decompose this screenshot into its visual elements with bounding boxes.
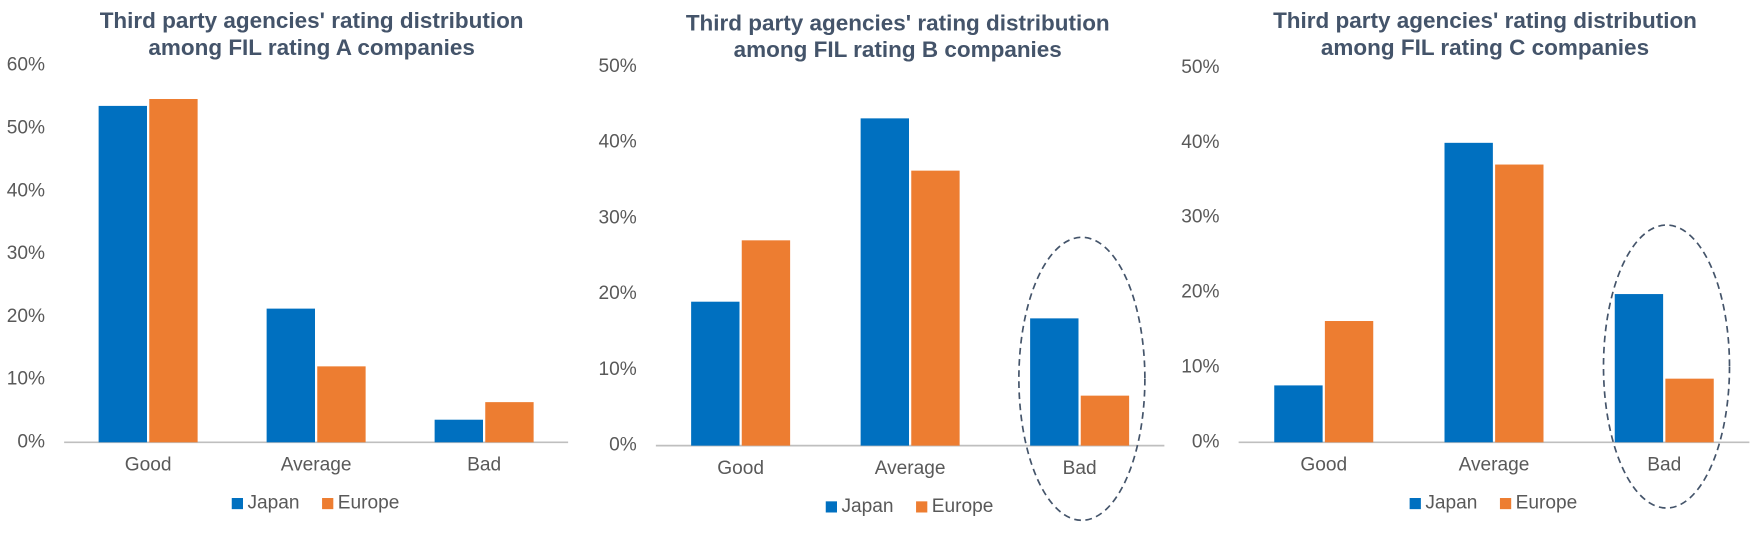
legend-label: Japan bbox=[842, 496, 894, 517]
highlight-ellipse bbox=[1018, 236, 1146, 522]
y-tick-label: 0% bbox=[609, 435, 637, 456]
legend-swatch bbox=[916, 501, 928, 513]
y-tick-label: 0% bbox=[1192, 431, 1220, 452]
y-tick-label: 20% bbox=[599, 283, 637, 304]
chart-title: Third party agencies' rating distributio… bbox=[686, 11, 1110, 36]
highlight-ellipse bbox=[1602, 224, 1731, 509]
x-tick-label: Average bbox=[281, 455, 352, 476]
chart-title: among FIL rating B companies bbox=[734, 37, 1062, 62]
y-tick-label: 30% bbox=[7, 243, 45, 264]
bar bbox=[860, 118, 909, 446]
chart-title: among FIL rating C companies bbox=[1321, 35, 1649, 60]
x-tick-label: Bad bbox=[1063, 458, 1097, 479]
y-tick-label: 30% bbox=[599, 207, 637, 228]
bar bbox=[691, 301, 740, 446]
bar bbox=[741, 240, 791, 446]
y-tick-label: 40% bbox=[7, 180, 45, 201]
x-tick-label: Good bbox=[125, 455, 172, 476]
bar bbox=[1495, 164, 1544, 443]
y-tick-label: 50% bbox=[1181, 57, 1219, 78]
x-tick-label: Average bbox=[875, 458, 946, 479]
x-tick-label: Good bbox=[1300, 455, 1347, 476]
y-tick-label: 50% bbox=[599, 56, 637, 77]
y-tick-label: 10% bbox=[1181, 357, 1219, 378]
x-tick-label: Average bbox=[1459, 455, 1530, 476]
chart-title: among FIL rating A companies bbox=[148, 35, 474, 60]
bar bbox=[1324, 321, 1374, 443]
chart-title: Third party agencies' rating distributio… bbox=[1273, 8, 1697, 33]
y-tick-label: 20% bbox=[1181, 282, 1219, 303]
bar bbox=[317, 366, 366, 443]
bar bbox=[485, 402, 534, 443]
bar bbox=[1274, 385, 1323, 443]
bar bbox=[1030, 318, 1079, 446]
bar bbox=[98, 105, 147, 443]
y-tick-label: 10% bbox=[7, 369, 45, 390]
y-tick-label: 40% bbox=[599, 132, 637, 153]
legend-swatch bbox=[1499, 498, 1512, 510]
bar bbox=[911, 170, 960, 446]
legend-label: Japan bbox=[1425, 493, 1477, 514]
x-tick-label: Bad bbox=[1647, 455, 1681, 476]
y-tick-label: 60% bbox=[7, 55, 45, 76]
y-tick-label: 10% bbox=[599, 359, 637, 380]
bar bbox=[1080, 395, 1130, 446]
legend-label: Japan bbox=[248, 493, 300, 514]
y-tick-label: 50% bbox=[7, 118, 45, 139]
legend-label: Europe bbox=[1516, 493, 1578, 514]
x-tick-label: Bad bbox=[467, 455, 501, 476]
legend-swatch bbox=[322, 498, 334, 510]
legend-swatch bbox=[1409, 498, 1421, 510]
bar bbox=[149, 98, 198, 443]
x-tick-label: Good bbox=[717, 458, 764, 479]
bar bbox=[1665, 378, 1714, 443]
chart-title: Third party agencies' rating distributio… bbox=[100, 8, 524, 33]
bar bbox=[1444, 142, 1493, 443]
legend-label: Europe bbox=[338, 493, 400, 514]
legend-label: Europe bbox=[932, 496, 994, 517]
y-tick-label: 20% bbox=[7, 306, 45, 327]
y-tick-label: 30% bbox=[1181, 207, 1219, 228]
bar bbox=[1614, 294, 1664, 443]
y-tick-label: 40% bbox=[1181, 132, 1219, 153]
bar bbox=[266, 308, 315, 443]
legend-swatch bbox=[231, 498, 243, 510]
legend-swatch bbox=[825, 501, 837, 513]
bar bbox=[434, 419, 483, 443]
y-tick-label: 0% bbox=[17, 431, 45, 452]
